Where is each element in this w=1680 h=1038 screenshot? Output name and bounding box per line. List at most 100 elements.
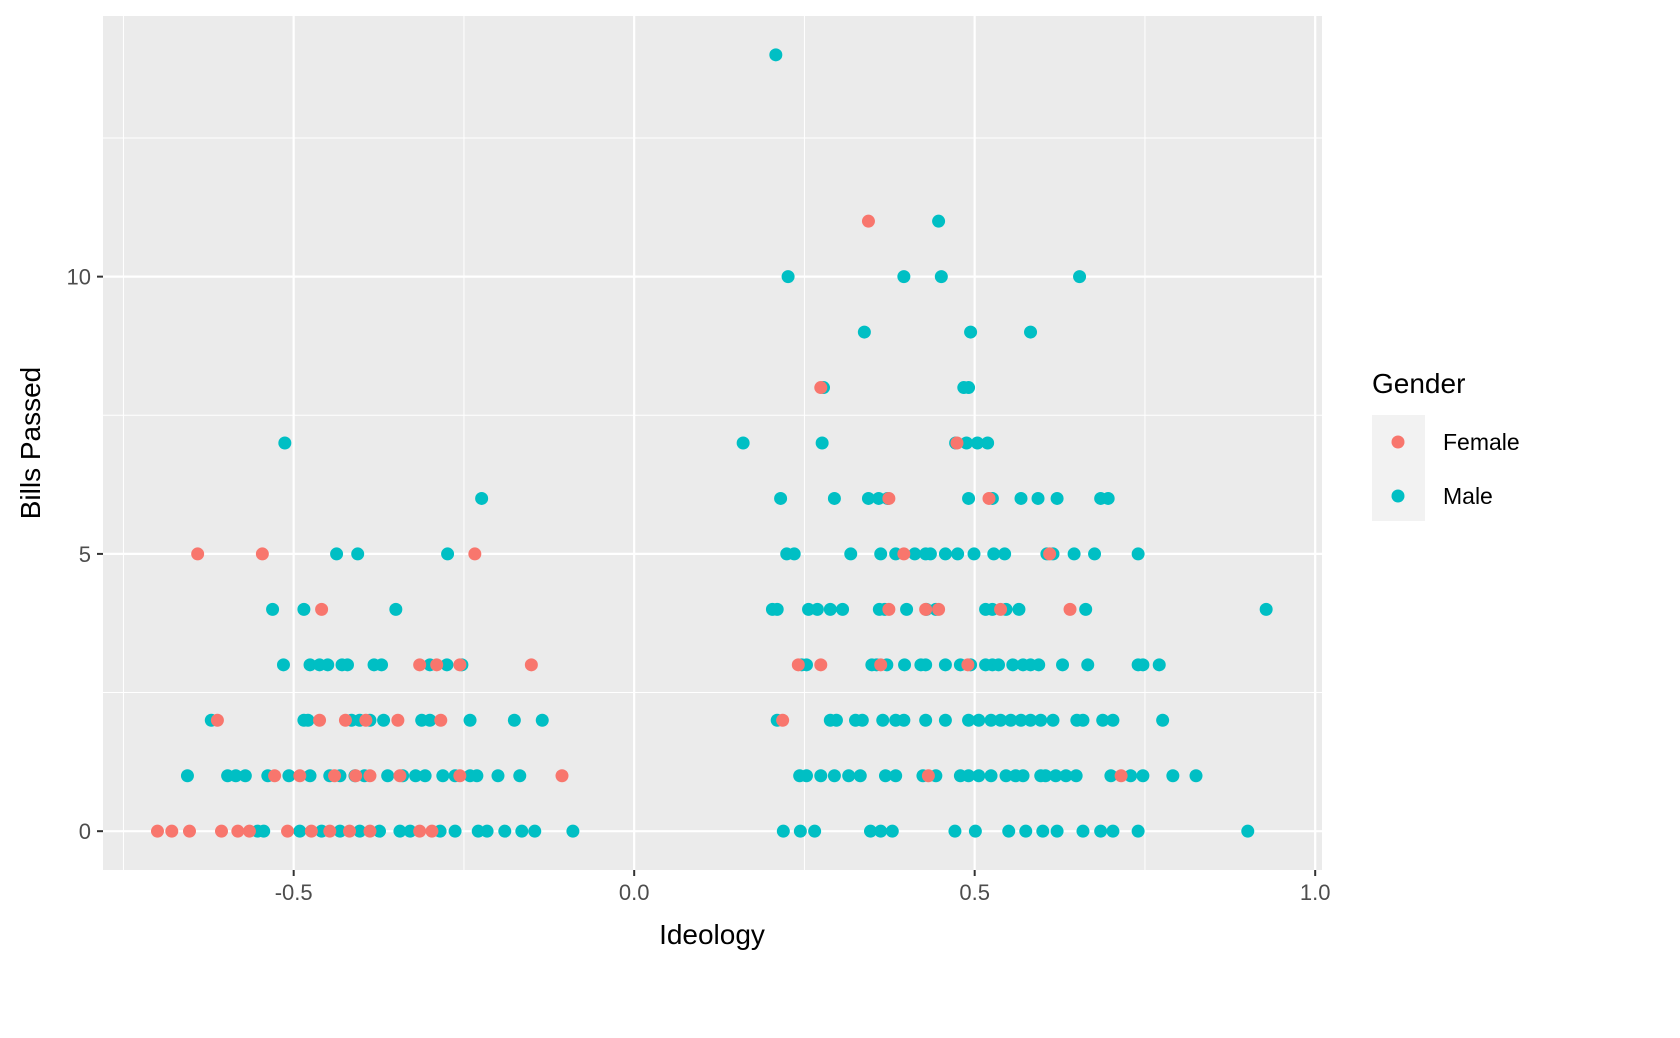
point-male	[1241, 824, 1255, 838]
point-male	[962, 713, 976, 727]
point-male	[470, 769, 484, 783]
x-axis-title: Ideology	[659, 919, 765, 950]
point-male	[919, 713, 933, 727]
point-female	[363, 824, 377, 838]
x-tick-label: 1.0	[1300, 880, 1331, 905]
point-male	[808, 824, 822, 838]
point-male	[769, 48, 783, 62]
point-male	[1059, 769, 1073, 783]
point-male	[321, 658, 335, 672]
legend-key-male	[1391, 489, 1405, 503]
point-male	[948, 824, 962, 838]
point-male	[440, 658, 454, 672]
point-male	[962, 769, 976, 783]
point-female	[468, 547, 482, 561]
point-male	[515, 824, 529, 838]
point-male	[448, 824, 462, 838]
point-female	[961, 658, 975, 672]
point-female	[950, 436, 964, 450]
point-male	[897, 713, 911, 727]
point-male	[861, 491, 875, 505]
point-male	[981, 436, 995, 450]
point-male	[1067, 547, 1081, 561]
point-male	[1036, 824, 1050, 838]
point-male	[923, 547, 937, 561]
point-male	[441, 547, 455, 561]
point-male	[480, 824, 494, 838]
point-male	[774, 491, 788, 505]
point-male	[1124, 769, 1138, 783]
point-male	[353, 824, 367, 838]
point-male	[1034, 713, 1048, 727]
point-female	[434, 713, 448, 727]
point-female	[231, 824, 245, 838]
point-female	[1043, 547, 1057, 561]
point-female	[882, 602, 896, 616]
point-male	[257, 824, 271, 838]
x-tick-label: -0.5	[275, 880, 313, 905]
point-male	[513, 769, 527, 783]
point-male	[827, 769, 841, 783]
point-male	[984, 713, 998, 727]
point-male	[403, 824, 417, 838]
point-male	[987, 547, 1001, 561]
point-male	[776, 824, 790, 838]
legend-key-female	[1391, 435, 1405, 449]
point-male	[1106, 824, 1120, 838]
point-female	[268, 769, 282, 783]
point-male	[876, 713, 890, 727]
point-male	[1019, 824, 1033, 838]
point-male	[351, 547, 365, 561]
point-male	[282, 769, 296, 783]
point-male	[1069, 769, 1083, 783]
point-male	[1076, 713, 1090, 727]
point-male	[1046, 713, 1060, 727]
legend-label-female: Female	[1443, 429, 1520, 455]
y-tick-label: 5	[79, 542, 91, 567]
point-female	[1063, 602, 1077, 616]
point-male	[1050, 824, 1064, 838]
point-female	[343, 824, 357, 838]
point-male	[381, 769, 395, 783]
point-male	[970, 436, 984, 450]
point-female	[453, 769, 467, 783]
y-tick-label: 10	[67, 265, 91, 290]
point-male	[1014, 713, 1028, 727]
point-male	[972, 769, 986, 783]
point-male	[829, 713, 843, 727]
point-female	[214, 824, 228, 838]
point-female	[861, 214, 875, 228]
point-male	[266, 602, 280, 616]
point-female	[413, 824, 427, 838]
point-male	[900, 602, 914, 616]
point-female	[165, 824, 179, 838]
point-female	[191, 547, 205, 561]
point-male	[799, 769, 813, 783]
point-female	[281, 824, 295, 838]
point-male	[1050, 491, 1064, 505]
point-male	[994, 713, 1008, 727]
x-tick-label: 0.0	[619, 880, 650, 905]
point-male	[1094, 824, 1108, 838]
point-male	[229, 769, 243, 783]
point-male	[1024, 713, 1038, 727]
point-male	[984, 769, 998, 783]
point-female	[994, 602, 1008, 616]
point-male	[855, 713, 869, 727]
point-female	[349, 769, 363, 783]
point-male	[960, 436, 974, 450]
point-male	[491, 769, 505, 783]
point-female	[882, 491, 896, 505]
point-female	[182, 824, 196, 838]
plot-panel	[103, 16, 1322, 870]
point-male	[1101, 491, 1115, 505]
point-male	[330, 547, 344, 561]
point-male	[999, 769, 1013, 783]
point-female	[255, 547, 269, 561]
point-male	[787, 547, 801, 561]
point-male	[303, 658, 317, 672]
point-male	[423, 713, 437, 727]
point-male	[932, 214, 946, 228]
point-male	[1096, 713, 1110, 727]
point-female	[814, 658, 828, 672]
